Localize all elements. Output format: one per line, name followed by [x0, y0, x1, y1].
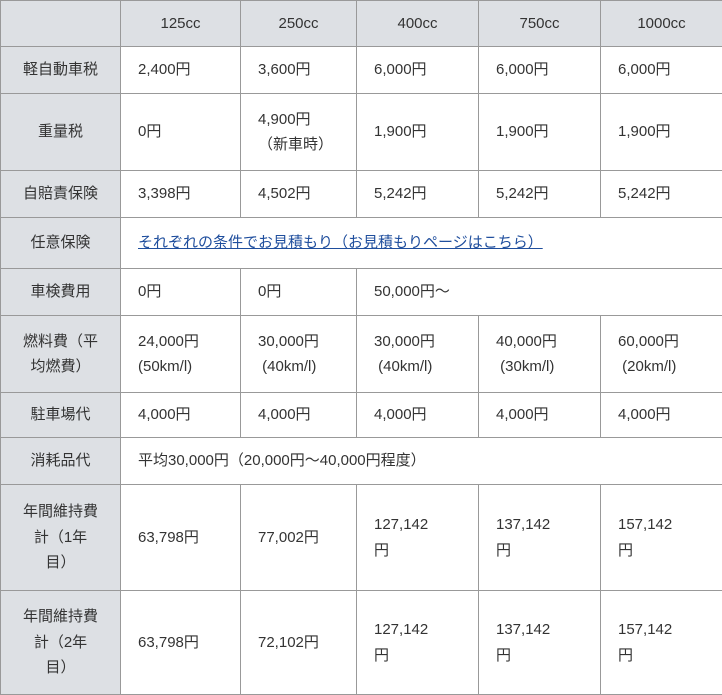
- cost-cell: 24,000円 (50km/l): [121, 316, 241, 393]
- row-header: 任意保険: [1, 218, 121, 269]
- cost-cell: 6,000円: [479, 47, 601, 94]
- cost-cell: 60,000円 (20km/l): [601, 316, 722, 393]
- cost-cell: 1,900円: [479, 94, 601, 171]
- cost-cell: 0円: [241, 269, 357, 316]
- table-row: 任意保険それぞれの条件でお見積もり（お見積もりページはこちら）: [1, 218, 722, 269]
- row-header: 自賠責保険: [1, 171, 121, 218]
- cost-cell: 157,142 円: [601, 591, 722, 695]
- cost-cell: 5,242円: [479, 171, 601, 218]
- cost-cell: 137,142 円: [479, 591, 601, 695]
- cost-cell: 0円: [121, 269, 241, 316]
- column-header: 250cc: [241, 1, 357, 47]
- cost-cell: 4,000円: [357, 393, 479, 438]
- cost-cell: 平均30,000円（20,000円～40,000円程度）: [121, 438, 722, 485]
- column-header: 1000cc: [601, 1, 722, 47]
- cost-cell: 4,502円: [241, 171, 357, 218]
- table-row: 消耗品代平均30,000円（20,000円～40,000円程度）: [1, 438, 722, 485]
- cost-cell: 72,102円: [241, 591, 357, 695]
- column-header: 125cc: [121, 1, 241, 47]
- row-header: 年間維持費 計（1年 目）: [1, 485, 121, 591]
- cost-cell: 5,242円: [357, 171, 479, 218]
- cost-cell: 63,798円: [121, 485, 241, 591]
- cost-cell: 3,600円: [241, 47, 357, 94]
- cost-cell: 40,000円 (30km/l): [479, 316, 601, 393]
- row-header: 駐車場代: [1, 393, 121, 438]
- cost-cell: 4,000円: [241, 393, 357, 438]
- cost-cell: 6,000円: [357, 47, 479, 94]
- cost-cell: 2,400円: [121, 47, 241, 94]
- row-header: 燃料費（平 均燃費）: [1, 316, 121, 393]
- cost-cell: 1,900円: [357, 94, 479, 171]
- table-row: 燃料費（平 均燃費）24,000円 (50km/l)30,000円 (40km/…: [1, 316, 722, 393]
- cost-cell: 127,142 円: [357, 591, 479, 695]
- cost-cell: 4,900円 （新車時）: [241, 94, 357, 171]
- cost-cell: 77,002円: [241, 485, 357, 591]
- cost-cell: 5,242円: [601, 171, 722, 218]
- cost-cell: 127,142 円: [357, 485, 479, 591]
- cost-cell: 63,798円: [121, 591, 241, 695]
- row-header: 年間維持費 計（2年 目）: [1, 591, 121, 695]
- estimate-link[interactable]: それぞれの条件でお見積もり（お見積もりページはこちら）: [138, 234, 543, 251]
- row-header: 重量税: [1, 94, 121, 171]
- cost-cell: 1,900円: [601, 94, 722, 171]
- cost-cell: 4,000円: [601, 393, 722, 438]
- cost-cell: 30,000円 (40km/l): [241, 316, 357, 393]
- column-header: 750cc: [479, 1, 601, 47]
- row-header: 軽自動車税: [1, 47, 121, 94]
- cost-cell: 137,142 円: [479, 485, 601, 591]
- corner-header: [1, 1, 121, 47]
- cost-cell: 30,000円 (40km/l): [357, 316, 479, 393]
- cost-cell: 157,142 円: [601, 485, 722, 591]
- column-header: 400cc: [357, 1, 479, 47]
- cost-cell: 4,000円: [121, 393, 241, 438]
- cost-cell: 50,000円～: [357, 269, 722, 316]
- cost-cell: 6,000円: [601, 47, 722, 94]
- cost-cell: 0円: [121, 94, 241, 171]
- cost-cell: 3,398円: [121, 171, 241, 218]
- cost-cell: 4,000円: [479, 393, 601, 438]
- row-header: 消耗品代: [1, 438, 121, 485]
- row-header: 車検費用: [1, 269, 121, 316]
- estimate-cell: それぞれの条件でお見積もり（お見積もりページはこちら）: [121, 218, 722, 269]
